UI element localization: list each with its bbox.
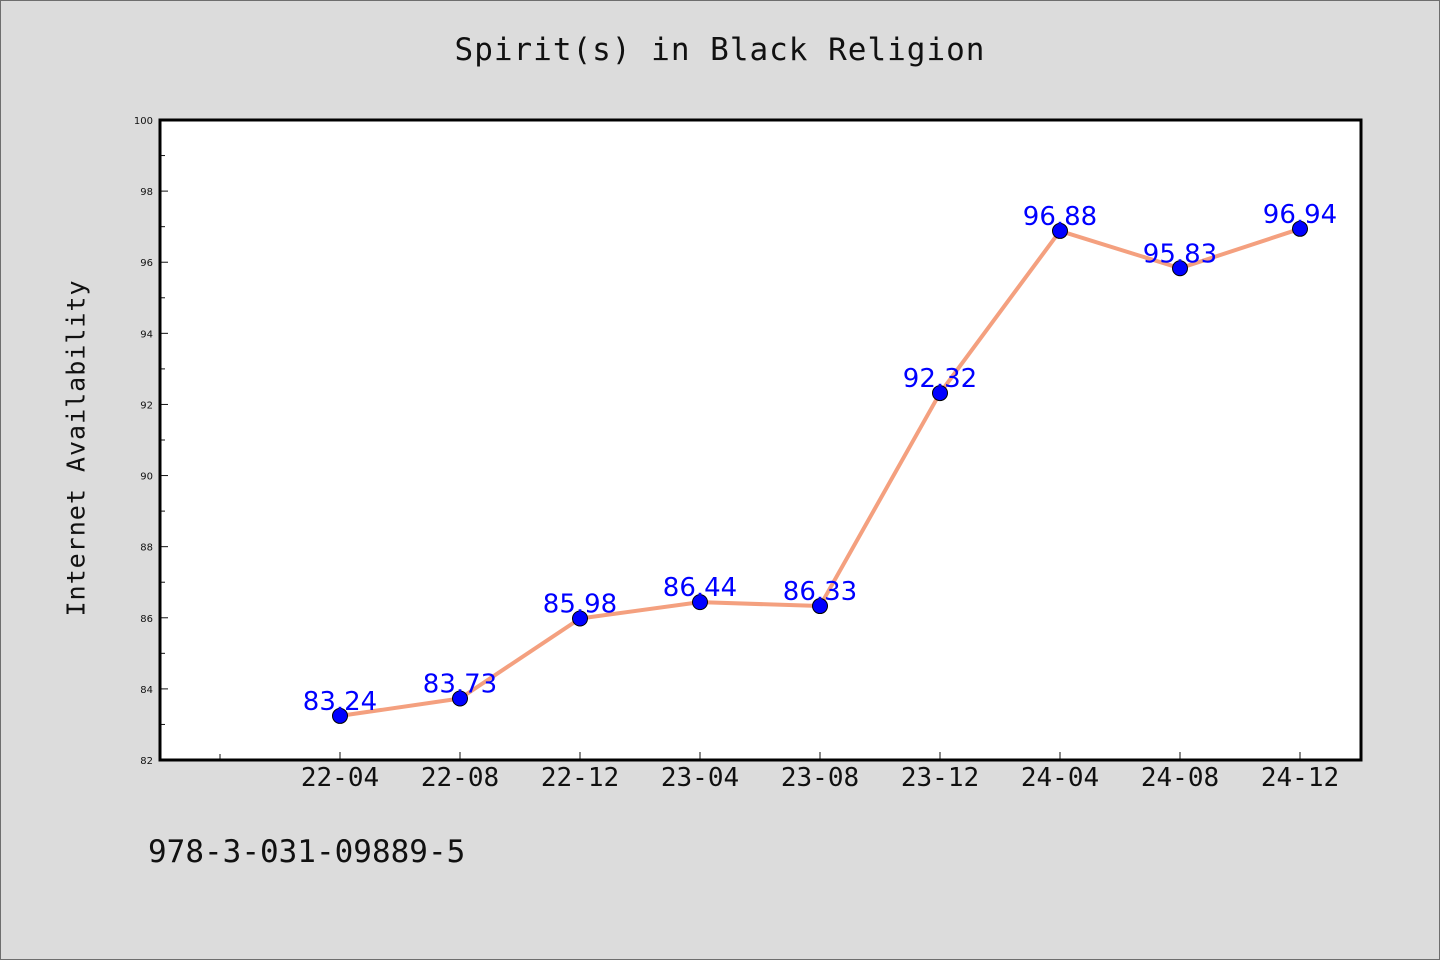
x-tick-label: 24-12 (1261, 763, 1339, 793)
data-label: 86.33 (783, 577, 857, 607)
data-point (332, 707, 348, 724)
data-point (1172, 260, 1188, 277)
chart-title: Spirit(s) in Black Religion (454, 32, 986, 68)
y-tick-label: 86 (140, 614, 153, 625)
x-tick-label: 22-08 (421, 763, 499, 793)
data-label: 85.98 (543, 589, 617, 619)
y-tick-label: 98 (140, 187, 153, 198)
data-label: 86.44 (663, 573, 737, 603)
data-label: 96.88 (1023, 202, 1097, 232)
x-tick-label: 23-12 (901, 763, 979, 793)
data-point (572, 610, 588, 627)
y-tick-label: 94 (140, 329, 153, 340)
data-label: 95.83 (1143, 239, 1217, 269)
data-point (1052, 222, 1068, 239)
y-tick-label: 96 (140, 258, 153, 269)
x-tick-label: 23-04 (661, 763, 739, 793)
x-tick-label: 22-12 (541, 763, 619, 793)
data-point (452, 690, 468, 707)
data-label: 83.73 (423, 669, 497, 699)
y-tick-label: 82 (140, 756, 153, 767)
data-point (812, 598, 828, 615)
y-tick-label: 88 (140, 543, 153, 554)
y-tick-label: 100 (134, 116, 153, 127)
x-tick-label: 23-08 (781, 763, 859, 793)
x-tick-label: 24-04 (1021, 763, 1099, 793)
data-point (692, 594, 708, 611)
y-tick-label: 84 (140, 685, 153, 696)
x-tick-label: 22-04 (301, 763, 379, 793)
plot-frame (158, 118, 1363, 762)
plot-area (160, 120, 1361, 760)
y-tick-label: 90 (140, 472, 153, 483)
footnote-isbn: 978-3-031-09889-5 (148, 834, 466, 870)
x-tick-label: 24-08 (1141, 763, 1219, 793)
data-label: 96.94 (1263, 200, 1337, 230)
data-point (1292, 220, 1308, 237)
y-tick-label: 92 (140, 400, 153, 411)
data-point (932, 385, 948, 402)
data-label: 92.32 (903, 364, 977, 394)
data-label: 83.24 (303, 687, 377, 717)
